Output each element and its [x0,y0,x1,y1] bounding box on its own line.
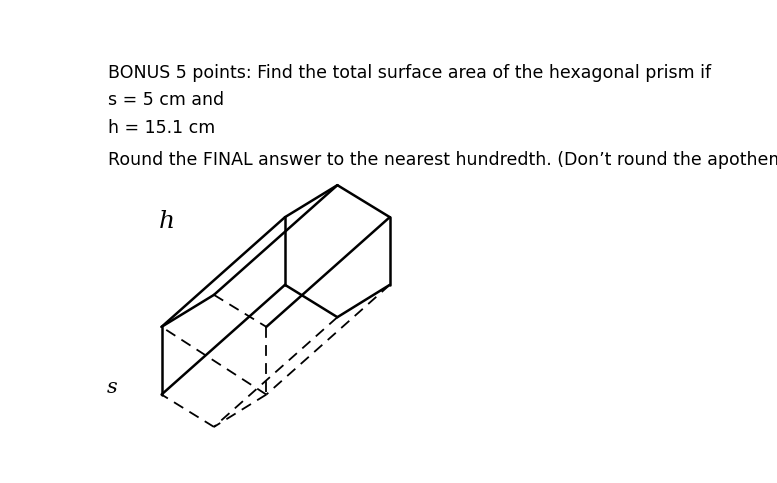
Text: Round the FINAL answer to the nearest hundredth. (Don’t round the apothem.): Round the FINAL answer to the nearest hu… [108,151,777,169]
Text: h = 15.1 cm: h = 15.1 cm [108,119,215,137]
Text: h: h [159,210,175,233]
Text: s = 5 cm and: s = 5 cm and [108,91,224,110]
Text: BONUS 5 points: Find the total surface area of the hexagonal prism if: BONUS 5 points: Find the total surface a… [108,64,711,82]
Text: s: s [106,378,117,397]
